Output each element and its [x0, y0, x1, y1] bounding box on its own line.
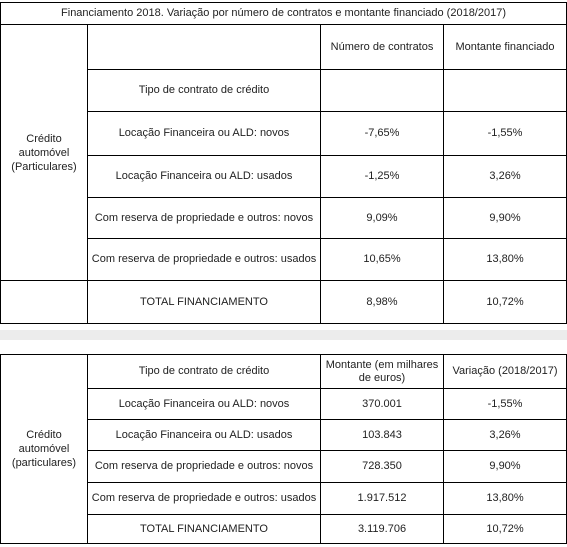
row-numero: 9,09%	[320, 197, 444, 239]
empty-cell	[442, 69, 567, 112]
row-montante: 3,26%	[442, 155, 567, 198]
total-label: TOTAL FINANCIAMENTO	[87, 280, 321, 324]
category-cell: Crédito automóvel (Particulares)	[0, 24, 88, 281]
total-row: TOTAL FINANCIAMENTO 8,98% 10,72%	[0, 280, 567, 324]
row-montante: 103.843	[320, 419, 444, 451]
row-variacao: 9,90%	[443, 450, 567, 483]
column-header-variacao: Variação (2018/2017)	[443, 354, 567, 389]
row-label: Locação Financeira ou ALD: usados	[87, 419, 321, 451]
column-header-montante: Montante financiado	[442, 24, 567, 70]
row-label: Com reserva de propriedade e outros: usa…	[87, 238, 321, 281]
row-label: Com reserva de propriedade e outros: nov…	[87, 450, 321, 483]
row-numero: -1,25%	[320, 155, 444, 198]
table-title: Financiamento 2018. Variação por número …	[0, 2, 567, 25]
row-montante: 728.350	[320, 450, 444, 483]
row-montante: 1.917.512	[320, 482, 444, 515]
column-header-montante: Montante (em milhares de euros)	[320, 354, 444, 389]
total-row: TOTAL FINANCIAMENTO 3.119.706 10,72%	[1, 514, 567, 544]
row-label: Locação Financeira ou ALD: usados	[87, 155, 321, 198]
table-row: Com reserva de propriedade e outros: nov…	[1, 197, 567, 239]
row-numero: 10,65%	[320, 238, 444, 281]
total-montante: 3.119.706	[320, 514, 444, 544]
type-header: Tipo de contrato de crédito	[87, 69, 321, 112]
row-label: Locação Financeira ou ALD: novos	[87, 388, 321, 420]
table-row: Locação Financeira ou ALD: usados 103.84…	[1, 419, 567, 451]
row-montante: 9,90%	[442, 197, 567, 239]
empty-cell	[320, 69, 444, 112]
total-variacao: 10,72%	[443, 514, 567, 544]
column-header-numero: Número de contratos	[320, 24, 444, 70]
variation-table: Financiamento 2018. Variação por número …	[0, 2, 567, 324]
empty-header-cell	[87, 24, 321, 70]
table-row: Locação Financeira ou ALD: novos -7,65% …	[1, 111, 567, 156]
category-cell: Crédito automóvel (particulares)	[0, 354, 88, 544]
row-label: Locação Financeira ou ALD: novos	[87, 111, 321, 156]
table-row: Locação Financeira ou ALD: usados -1,25%…	[1, 155, 567, 198]
table-row: Locação Financeira ou ALD: novos 370.001…	[1, 388, 567, 420]
row-montante: 370.001	[320, 388, 444, 420]
separator-band	[0, 330, 567, 340]
row-label: Com reserva de propriedade e outros: usa…	[87, 482, 321, 515]
amount-table: Crédito automóvel (particulares) Tipo de…	[0, 354, 567, 544]
total-montante: 10,72%	[442, 280, 567, 324]
type-header: Tipo de contrato de crédito	[87, 354, 321, 389]
row-montante: -1,55%	[442, 111, 567, 156]
total-numero: 8,98%	[320, 280, 444, 324]
table-row: Com reserva de propriedade e outros: usa…	[1, 238, 567, 281]
row-montante: 13,80%	[442, 238, 567, 281]
table-row: Com reserva de propriedade e outros: usa…	[1, 482, 567, 515]
row-variacao: 13,80%	[443, 482, 567, 515]
total-label: TOTAL FINANCIAMENTO	[87, 514, 321, 544]
empty-cell	[0, 280, 88, 324]
table-row: Com reserva de propriedade e outros: nov…	[1, 450, 567, 483]
row-variacao: 3,26%	[443, 419, 567, 451]
row-numero: -7,65%	[320, 111, 444, 156]
row-variacao: -1,55%	[443, 388, 567, 420]
row-label: Com reserva de propriedade e outros: nov…	[87, 197, 321, 239]
